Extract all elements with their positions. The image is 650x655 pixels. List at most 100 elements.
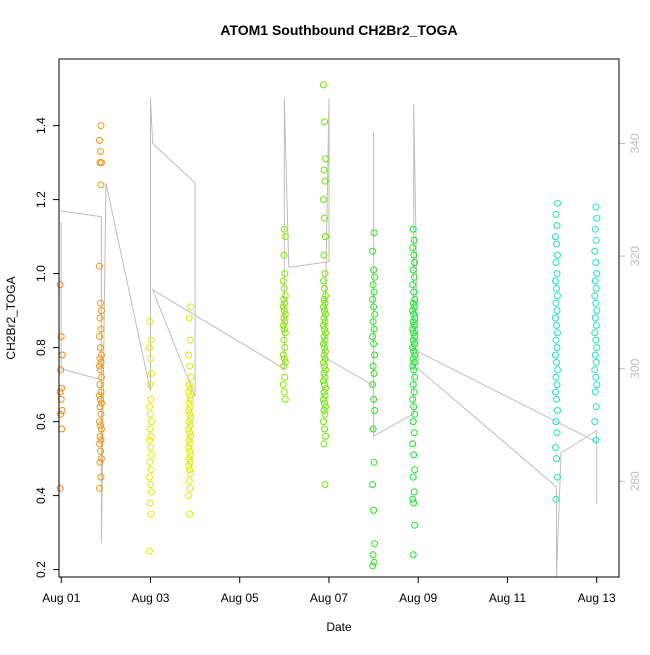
data-point xyxy=(280,362,288,370)
data-point xyxy=(185,462,193,470)
data-point xyxy=(320,388,328,396)
data-point xyxy=(591,314,599,322)
data-point xyxy=(410,303,418,311)
data-point xyxy=(593,344,601,352)
data-point xyxy=(591,277,599,285)
data-point xyxy=(321,118,328,126)
data-point xyxy=(370,288,378,296)
data-point xyxy=(187,303,195,311)
data-point xyxy=(321,355,329,363)
data-point xyxy=(96,362,103,370)
data-point xyxy=(96,355,104,363)
data-point xyxy=(97,148,104,155)
data-point xyxy=(320,314,328,322)
data-point xyxy=(186,392,194,400)
data-point xyxy=(370,458,378,466)
data-point xyxy=(410,429,418,437)
data-point xyxy=(280,251,288,259)
data-point xyxy=(186,384,194,392)
data-point xyxy=(409,307,417,315)
data-point xyxy=(552,259,560,266)
data-point xyxy=(410,451,418,459)
data-point xyxy=(321,481,329,488)
data-point xyxy=(321,392,329,400)
data-point xyxy=(321,373,329,381)
data-point xyxy=(593,307,601,315)
data-point xyxy=(554,329,561,337)
data-point xyxy=(591,292,599,300)
data-point xyxy=(321,410,329,418)
data-point xyxy=(369,333,377,340)
data-point xyxy=(411,259,419,266)
data-point xyxy=(96,159,104,167)
data-point xyxy=(410,288,418,296)
data-point xyxy=(321,270,329,278)
data-point xyxy=(322,432,329,440)
data-point xyxy=(552,299,560,307)
secondary-trace-line xyxy=(60,98,598,578)
data-point xyxy=(554,407,561,414)
data-point xyxy=(370,229,378,237)
data-point xyxy=(320,340,327,348)
data-point xyxy=(187,432,195,440)
data-point xyxy=(370,303,378,311)
data-point xyxy=(185,381,193,389)
data-point xyxy=(411,314,419,322)
data-point xyxy=(370,340,378,348)
data-point xyxy=(185,388,193,396)
data-point xyxy=(553,381,561,389)
data-point xyxy=(591,418,599,426)
data-point xyxy=(321,318,329,326)
data-point xyxy=(185,418,193,426)
data-point xyxy=(320,196,327,204)
data-point xyxy=(553,344,561,352)
data-point xyxy=(98,373,105,381)
data-point xyxy=(186,421,194,429)
data-point xyxy=(281,299,289,307)
data-point xyxy=(369,281,377,289)
data-point xyxy=(410,388,418,396)
data-points-layer xyxy=(56,81,601,570)
data-point xyxy=(411,296,419,303)
data-point xyxy=(320,418,327,426)
data-point xyxy=(553,284,560,292)
data-point xyxy=(321,362,328,370)
data-point xyxy=(280,336,288,344)
data-point xyxy=(98,399,105,407)
data-point xyxy=(320,251,328,259)
data-point xyxy=(96,440,103,448)
data-point xyxy=(322,347,329,355)
x-tick-label: Aug 07 xyxy=(310,591,348,605)
data-point xyxy=(409,395,417,403)
data-point xyxy=(370,325,378,333)
data-point xyxy=(147,410,154,418)
data-point xyxy=(186,466,194,474)
data-point xyxy=(552,418,560,426)
data-point xyxy=(369,318,377,326)
data-point xyxy=(186,336,194,344)
data-point xyxy=(371,407,379,414)
data-point xyxy=(57,366,65,374)
data-point xyxy=(592,259,600,266)
data-point xyxy=(148,418,155,426)
data-point xyxy=(98,307,105,315)
data-point xyxy=(552,495,560,503)
data-point xyxy=(593,214,601,222)
data-point xyxy=(280,225,288,233)
data-point xyxy=(280,355,288,363)
data-point xyxy=(592,436,600,444)
data-point xyxy=(322,329,329,337)
data-point xyxy=(410,251,418,259)
data-point xyxy=(320,407,328,414)
data-point xyxy=(321,307,328,315)
data-point xyxy=(554,199,561,207)
data-point xyxy=(97,181,105,189)
data-point xyxy=(281,318,289,326)
data-point xyxy=(320,370,328,377)
data-point xyxy=(410,488,418,496)
data-point xyxy=(320,358,327,366)
data-point xyxy=(280,307,288,315)
data-point xyxy=(147,481,154,488)
